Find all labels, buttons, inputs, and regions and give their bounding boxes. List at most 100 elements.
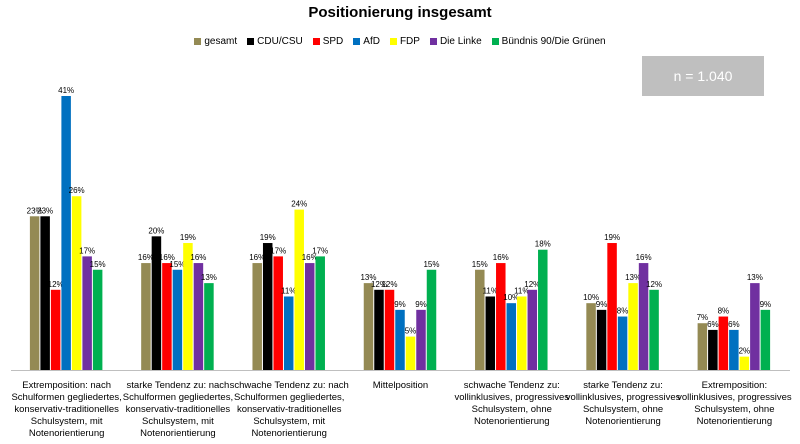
data-label-b-ndnis-90-die-gr-nen-cat-5: 12% (646, 280, 662, 289)
bar-gesamt-cat-1 (141, 263, 151, 370)
category-label-line: schwache Tendenz zu: nach (230, 380, 349, 391)
category-label-1: starke Tendenz zu: nach Schulformen gegli… (123, 380, 233, 439)
category-label-line: Schulsystem, ohne (472, 404, 552, 415)
bar-cdu-csu-cat-4 (485, 296, 496, 370)
bar-gesamt-cat-6 (697, 323, 708, 370)
category-label-5: starke Tendenz zu: vollinklusives, progre… (566, 380, 681, 427)
data-label-gesamt-cat-1: 16% (138, 253, 154, 262)
category-label-line: Extremposition: (702, 380, 767, 391)
category-label-line: Schulformen gegliedertes, (123, 392, 233, 403)
category-label-line: Schulsystem, mit (253, 416, 325, 427)
bar-afd-cat-0 (61, 96, 71, 370)
bar-die-linke-cat-1 (193, 263, 204, 370)
category-label-line: Notenorientierung (251, 428, 327, 439)
data-label-die-linke-cat-4: 12% (524, 280, 540, 289)
category-label-line: Notenorientierung (474, 416, 550, 427)
data-label-die-linke-cat-5: 16% (636, 253, 652, 262)
data-label-cdu-csu-cat-1: 20% (148, 226, 164, 235)
data-label-gesamt-cat-0: 23% (27, 206, 43, 215)
data-label-b-ndnis-90-die-gr-nen-cat-3: 15% (423, 260, 439, 269)
data-label-afd-cat-2: 11% (281, 286, 296, 295)
category-label-line: Schulsystem, mit (142, 416, 214, 427)
data-label-b-ndnis-90-die-gr-nen-cat-4: 18% (535, 240, 551, 249)
data-label-fdp-cat-0: 26% (69, 186, 85, 195)
category-label-line: starke Tendenz zu: (583, 380, 663, 391)
data-label-afd-cat-6: 6% (728, 320, 740, 329)
bar-fdp-cat-3 (405, 336, 416, 370)
category-label-line: Extremposition: nach (22, 380, 111, 391)
bar-gesamt-cat-2 (252, 263, 262, 370)
bar-gesamt-cat-4 (475, 269, 485, 370)
bar-b-ndnis-90-die-gr-nen-cat-1 (204, 283, 214, 370)
category-label-line: Schulsystem, ohne (583, 404, 663, 415)
bar-spd-cat-6 (718, 316, 729, 370)
data-label-die-linke-cat-2: 16% (302, 253, 318, 262)
category-label-2: schwache Tendenz zu: nach Schulformen geg… (230, 380, 349, 439)
data-label-fdp-cat-5: 13% (625, 273, 641, 282)
legend-label: SPD (322, 36, 344, 47)
legend-item-fdp: FDP (389, 36, 420, 47)
category-label-line: Schulformen gegliedertes, (234, 392, 344, 403)
bar-spd-cat-3 (384, 289, 395, 370)
category-label-line: vollinklusives, progressives (677, 392, 792, 403)
data-label-cdu-csu-cat-5: 9% (596, 300, 608, 309)
bar-b-ndnis-90-die-gr-nen-cat-3 (426, 269, 437, 370)
data-label-gesamt-cat-4: 15% (472, 260, 488, 269)
bar-cdu-csu-cat-5 (596, 309, 607, 370)
legend-swatch (491, 38, 499, 45)
legend-swatch (194, 38, 202, 45)
data-label-spd-cat-2: 17% (270, 246, 286, 255)
data-label-gesamt-cat-3: 13% (360, 273, 376, 282)
bar-gesamt-cat-0 (29, 216, 40, 370)
category-label-line: konservativ-traditionelles (126, 404, 231, 415)
bar-spd-cat-4 (496, 263, 506, 370)
category-label-line: Notenorientierung (697, 416, 773, 427)
category-label-6: Extremposition: vollinklusives, progressi… (677, 380, 792, 427)
data-label-die-linke-cat-3: 9% (415, 300, 427, 309)
bar-afd-cat-2 (283, 296, 294, 370)
data-label-b-ndnis-90-die-gr-nen-cat-1: 13% (201, 273, 217, 282)
category-label-line: konservativ-traditionelles (14, 404, 119, 415)
bar-b-ndnis-90-die-gr-nen-cat-0 (92, 269, 103, 370)
data-label-fdp-cat-6: 2% (739, 347, 751, 356)
legend-label: gesamt (204, 36, 238, 47)
bar-afd-cat-3 (395, 309, 405, 370)
bar-afd-cat-4 (506, 303, 517, 370)
legend-label: Die Linke (439, 36, 482, 47)
legend-item-b-ndnis-90-die-gr-nen: Bündnis 90/Die Grünen (491, 36, 606, 47)
bar-b-ndnis-90-die-gr-nen-cat-5 (649, 289, 659, 370)
chart-title: Positionierung insgesamt (308, 4, 492, 21)
data-label-afd-cat-3: 9% (394, 300, 406, 309)
bar-cdu-csu-cat-0 (40, 216, 50, 370)
legend-swatch (429, 38, 437, 45)
data-label-spd-cat-0: 12% (48, 280, 64, 289)
bar-cdu-csu-cat-1 (151, 236, 162, 370)
data-label-fdp-cat-4: 11% (514, 286, 529, 295)
category-label-line: Notenorientierung (585, 416, 661, 427)
data-label-afd-cat-5: 8% (617, 307, 629, 316)
legend-item-cdu-csu: CDU/CSU (247, 36, 303, 47)
data-label-fdp-cat-1: 19% (180, 233, 196, 242)
category-label-line: Schulformen gegliedertes, (11, 392, 121, 403)
legend-label: AfD (363, 36, 380, 47)
data-label-spd-cat-6: 8% (718, 307, 730, 316)
legend-swatch (353, 38, 361, 45)
bar-die-linke-cat-4 (527, 289, 538, 370)
bar-fdp-cat-0 (71, 196, 82, 370)
category-label-line: vollinklusives, progressives (566, 392, 681, 403)
data-label-cdu-csu-cat-3: 12% (371, 280, 387, 289)
category-label-line: konservativ-traditionelles (237, 404, 342, 415)
bar-die-linke-cat-0 (82, 256, 92, 370)
bar-fdp-cat-4 (517, 296, 527, 370)
bar-fdp-cat-1 (183, 243, 193, 370)
chart-legend: gesamt CDU/CSU SPD AfD FDP Die Linke Bündnis 9… (0, 36, 800, 47)
category-label-3: Mittelposition (373, 380, 428, 391)
bar-fdp-cat-6 (739, 356, 750, 370)
category-label-line: starke Tendenz zu: nach (127, 380, 230, 391)
data-label-fdp-cat-2: 24% (291, 200, 307, 209)
data-label-afd-cat-1: 15% (169, 260, 185, 269)
category-label-line: Schulsystem, mit (31, 416, 103, 427)
data-label-die-linke-cat-1: 16% (190, 253, 206, 262)
bar-cdu-csu-cat-6 (708, 329, 718, 370)
